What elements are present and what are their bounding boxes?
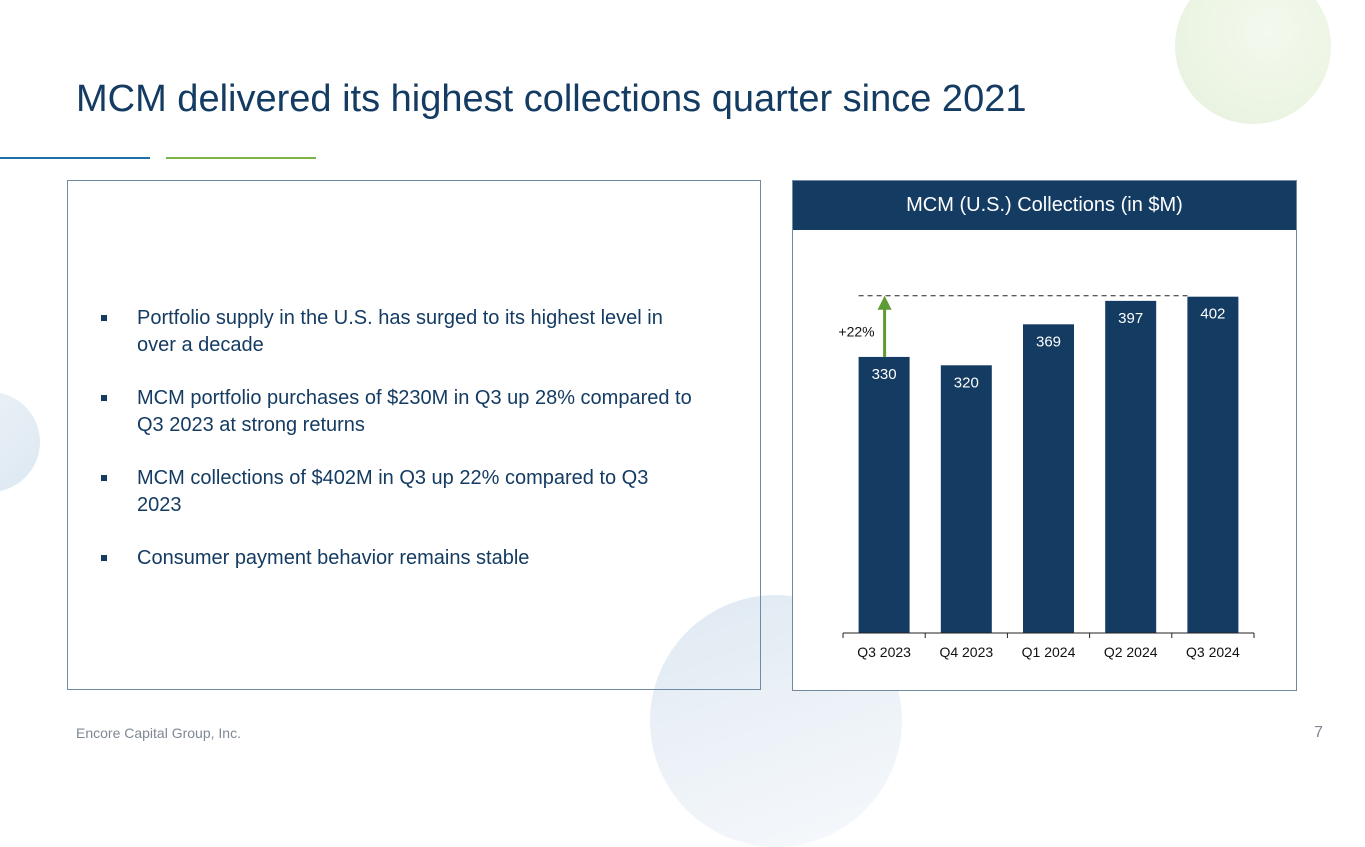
bar-value-label: 397 — [1118, 310, 1143, 327]
bullet-item: Consumer payment behavior remains stable — [68, 545, 697, 572]
bullet-square-icon — [101, 475, 107, 481]
page-number: 7 — [1314, 724, 1323, 741]
decorative-circle-top — [1175, 0, 1331, 124]
x-tick-label: Q2 2024 — [1104, 644, 1158, 660]
x-tick-label: Q3 2024 — [1186, 644, 1240, 660]
footer-company-name: Encore Capital Group, Inc. — [76, 725, 241, 741]
bullet-square-icon — [101, 395, 107, 401]
bullet-list: Portfolio supply in the U.S. has surged … — [68, 305, 760, 598]
bullet-text: MCM collections of $402M in Q3 up 22% co… — [137, 467, 649, 516]
title-rule-blue — [0, 157, 150, 159]
bar-value-label: 320 — [954, 374, 979, 391]
bullet-text: Consumer payment behavior remains stable — [137, 547, 530, 569]
bullet-item: MCM collections of $402M in Q3 up 22% co… — [68, 465, 697, 519]
bullet-square-icon — [101, 555, 107, 561]
key-points-panel: Portfolio supply in the U.S. has surged … — [67, 180, 761, 690]
x-tick-label: Q4 2023 — [939, 644, 993, 660]
collections-chart-panel: MCM (U.S.) Collections (in $M) 330 Q3 202… — [792, 180, 1297, 691]
bar — [1187, 296, 1239, 633]
bar — [858, 356, 910, 633]
x-tick-label: Q3 2023 — [857, 644, 911, 660]
bar-value-label: 402 — [1200, 306, 1225, 323]
bar — [940, 365, 992, 633]
bullet-text: Portfolio supply in the U.S. has surged … — [137, 307, 663, 356]
bullet-text: MCM portfolio purchases of $230M in Q3 u… — [137, 387, 692, 436]
x-tick-label: Q1 2024 — [1022, 644, 1076, 660]
decorative-circle-left — [0, 392, 40, 492]
title-rule-green — [166, 157, 316, 159]
bar — [1105, 300, 1157, 633]
bullet-square-icon — [101, 315, 107, 321]
bar-value-label: 369 — [1036, 333, 1061, 350]
bar — [1023, 324, 1074, 633]
slide-title: MCM delivered its highest collections qu… — [76, 78, 1027, 120]
bar-value-label: 330 — [872, 366, 897, 383]
bullet-item: Portfolio supply in the U.S. has surged … — [68, 305, 697, 359]
growth-label: +22% — [838, 324, 874, 340]
chart-title: MCM (U.S.) Collections (in $M) — [793, 181, 1296, 230]
collections-bar-chart: 330 Q3 2023 320 Q4 2023 369 Q1 2024 397 Q2 2024… — [838, 295, 1255, 660]
growth-arrow-icon — [877, 295, 892, 310]
bullet-item: MCM portfolio purchases of $230M in Q3 u… — [68, 385, 697, 439]
